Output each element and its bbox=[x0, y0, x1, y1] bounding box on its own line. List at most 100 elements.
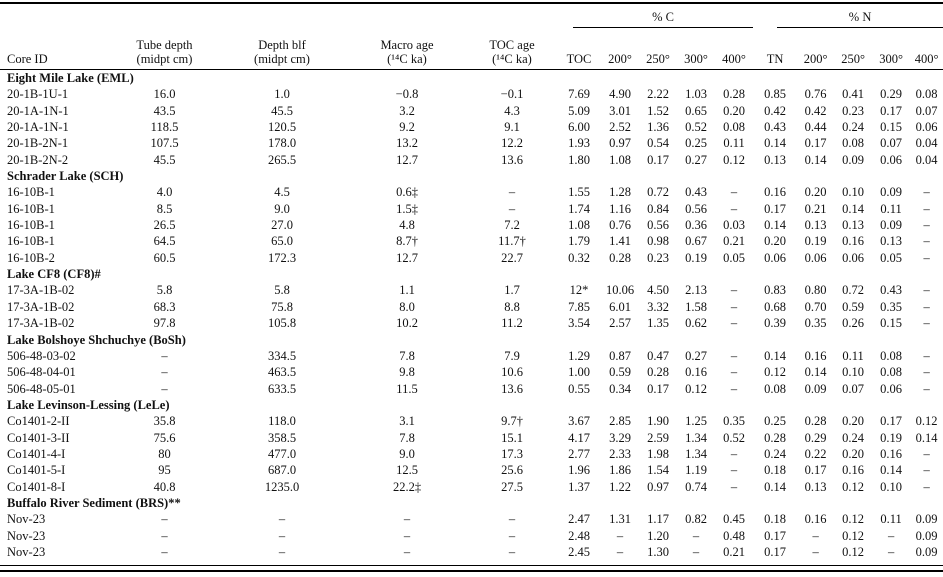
value-cell: – bbox=[887, 544, 895, 559]
value-cell: 12.2 bbox=[501, 136, 523, 151]
value-cell: 0.27 bbox=[685, 152, 707, 167]
value-cell: 0.26 bbox=[842, 316, 864, 331]
value-cell: 105.8 bbox=[267, 316, 297, 331]
table-row: 506-48-05-01 – 633.5 11.5 13.6 0.55 0.34 0.17 0.… bbox=[0, 381, 943, 397]
col-header-tn: TN bbox=[753, 32, 798, 70]
value-cell: 26.5 bbox=[153, 218, 176, 233]
core-id-cell: 17-3A-1B-02 bbox=[7, 299, 75, 314]
value-cell: 0.07 bbox=[880, 136, 902, 151]
value-cell: 0.12 bbox=[685, 381, 707, 396]
value-cell: 9.1 bbox=[504, 120, 520, 135]
core-id-cell: Nov-23 bbox=[7, 512, 46, 527]
table-row: 16-10B-1 64.5 65.0 8.7† 11.7† 1.79 1.41 0.98 0.6… bbox=[0, 233, 943, 249]
value-cell: 15.1 bbox=[501, 430, 523, 445]
value-cell: 0.84 bbox=[647, 201, 669, 216]
value-cell: 10.6 bbox=[501, 365, 523, 380]
value-cell: 22.7 bbox=[501, 250, 523, 265]
value-cell: 1.34 bbox=[685, 446, 707, 461]
value-cell: 5.09 bbox=[568, 103, 590, 118]
value-cell: 2.47 bbox=[568, 512, 590, 527]
col-header-line1: Macro age bbox=[380, 38, 434, 52]
value-cell: 0.43 bbox=[764, 120, 786, 135]
value-cell: 0.14 bbox=[804, 365, 827, 380]
col-header-line2: (midpt cm) bbox=[254, 51, 310, 66]
value-cell: – bbox=[730, 348, 738, 363]
core-id-cell: 16-10B-1 bbox=[7, 201, 55, 216]
value-cell: 0.19 bbox=[804, 234, 827, 249]
value-cell: 0.17 bbox=[804, 136, 827, 151]
value-cell: – bbox=[923, 463, 930, 478]
core-id-cell: Co1401-4-I bbox=[7, 446, 66, 461]
section-title: Buffalo River Sediment (BRS)** bbox=[7, 495, 181, 510]
value-cell: 0.11 bbox=[842, 348, 864, 363]
value-cell: 95 bbox=[158, 463, 171, 478]
value-cell: 4.17 bbox=[568, 430, 590, 445]
core-id-cell: 20-1B-1U-1 bbox=[7, 87, 69, 102]
value-cell: – bbox=[403, 528, 411, 543]
table-row: Co1401-5-I 95 687.0 12.5 25.6 1.96 1.86 1.54 1.1… bbox=[0, 462, 943, 478]
value-cell: 25.6 bbox=[501, 463, 523, 478]
value-cell: 0.36 bbox=[685, 218, 707, 233]
value-cell: 118.0 bbox=[268, 414, 296, 429]
value-cell: 0.52 bbox=[685, 120, 707, 135]
value-cell: 97.8 bbox=[153, 316, 176, 331]
value-cell: 0.55 bbox=[568, 381, 590, 396]
value-cell: 8.0 bbox=[399, 299, 415, 314]
value-cell: 1.58 bbox=[685, 299, 707, 314]
value-cell: 0.59 bbox=[609, 365, 631, 380]
value-cell: 0.76 bbox=[609, 218, 631, 233]
value-cell: 0.17 bbox=[647, 381, 669, 396]
value-cell: 0.72 bbox=[647, 185, 669, 200]
value-cell: 1.74 bbox=[568, 201, 590, 216]
value-cell: 75.8 bbox=[271, 299, 293, 314]
value-cell: 1.08 bbox=[568, 218, 590, 233]
value-cell: −0.8 bbox=[395, 87, 419, 102]
value-cell: – bbox=[161, 348, 168, 363]
value-cell: 0.09 bbox=[804, 381, 827, 396]
value-cell: 0.41 bbox=[842, 87, 864, 102]
table-row: 506-48-04-01 – 463.5 9.8 10.6 1.00 0.59 0.28 0.1… bbox=[0, 364, 943, 380]
value-cell: 22.2‡ bbox=[392, 479, 422, 494]
core-id-cell: 506-48-03-02 bbox=[7, 348, 76, 363]
value-cell: 0.12 bbox=[842, 528, 864, 543]
value-cell: 1.17 bbox=[647, 512, 669, 527]
table-row: 17-3A-1B-02 68.3 75.8 8.0 8.8 7.85 6.01 3.32 1.5… bbox=[0, 299, 943, 315]
value-cell: 12.7 bbox=[396, 152, 418, 167]
value-cell: 0.14 bbox=[764, 479, 786, 494]
value-cell: 0.13 bbox=[880, 234, 902, 249]
value-cell: 0.16 bbox=[804, 348, 827, 363]
value-cell: 1.35 bbox=[647, 316, 669, 331]
value-cell: 0.28 bbox=[647, 365, 669, 380]
col-header-c200: 200° bbox=[601, 32, 639, 70]
core-id-cell: Co1401-8-I bbox=[7, 479, 66, 494]
table-row: 20-1B-2N-2 45.5 265.5 12.7 13.6 1.80 1.08 0.17 0… bbox=[0, 152, 943, 168]
value-cell: 75.6 bbox=[153, 430, 176, 445]
value-cell: 0.12 bbox=[842, 544, 864, 559]
value-cell: – bbox=[730, 365, 738, 380]
value-cell: 7.85 bbox=[568, 299, 590, 314]
value-cell: 0.08 bbox=[723, 120, 745, 135]
value-cell: 0.24 bbox=[842, 120, 864, 135]
value-cell: −0.1 bbox=[500, 87, 524, 102]
value-cell: 0.14 bbox=[804, 152, 827, 167]
value-cell: – bbox=[730, 463, 738, 478]
value-cell: 0.6‡ bbox=[396, 185, 418, 200]
value-cell: 45.5 bbox=[271, 103, 293, 118]
value-cell: 80 bbox=[158, 446, 171, 461]
value-cell: 0.12 bbox=[842, 512, 864, 527]
value-cell: 12.5 bbox=[396, 463, 418, 478]
value-cell: 0.17 bbox=[764, 544, 786, 559]
value-cell: 0.34 bbox=[609, 381, 631, 396]
section-title: Lake Bolshoye Shchuchye (BoSh) bbox=[7, 332, 186, 347]
value-cell: 0.35 bbox=[880, 299, 902, 314]
col-header-line1: Tube depth bbox=[136, 38, 193, 52]
value-cell: 40.8 bbox=[153, 479, 176, 494]
value-cell: 1.5‡ bbox=[396, 201, 418, 216]
value-cell: 0.21 bbox=[723, 544, 745, 559]
value-cell: 0.09 bbox=[842, 152, 864, 167]
value-cell: 0.19 bbox=[685, 250, 707, 265]
value-cell: – bbox=[923, 250, 930, 265]
value-cell: 3.1 bbox=[399, 414, 415, 429]
value-cell: – bbox=[730, 299, 738, 314]
